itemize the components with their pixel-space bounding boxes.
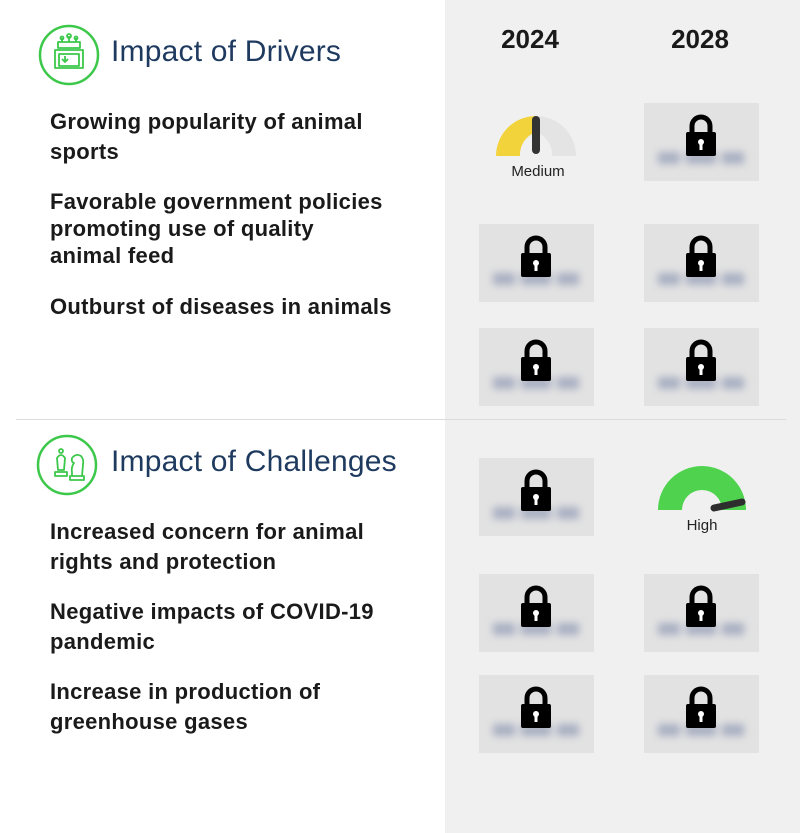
challenge-item: Negative impacts of COVID-19 pandemic: [50, 599, 374, 654]
locked-rating[interactable]: [644, 224, 759, 302]
medium-gauge: Medium: [488, 110, 588, 190]
high-gauge: High: [652, 462, 752, 542]
medium-label: Medium: [511, 163, 565, 180]
locked-rating[interactable]: [479, 224, 594, 302]
locked-rating[interactable]: [644, 103, 759, 181]
locked-rating[interactable]: [644, 574, 759, 652]
locked-rating[interactable]: [644, 328, 759, 406]
year-2028-header: 2028: [671, 24, 729, 54]
lock-icon: [686, 339, 716, 381]
driver-item: Outburst of diseases in animals: [50, 294, 392, 319]
locked-rating[interactable]: [479, 574, 594, 652]
locked-rating[interactable]: [644, 675, 759, 753]
lock-icon: [686, 585, 716, 627]
lock-icon: [686, 235, 716, 277]
lock-icon: [521, 469, 551, 511]
locked-rating[interactable]: [479, 458, 594, 536]
lock-icon: [686, 114, 716, 156]
lock-icon: [521, 339, 551, 381]
challenges-title: Impact of Challenges: [111, 445, 397, 478]
locked-rating[interactable]: [479, 675, 594, 753]
drivers-title: Impact of Drivers: [111, 35, 342, 68]
year-2024-header: 2024: [501, 24, 559, 54]
driver-item: Favorable government policies promoting …: [50, 189, 383, 268]
challenge-item: Increase in production of greenhouse gas…: [50, 679, 321, 734]
high-label: High: [686, 517, 718, 534]
factory-icon: [38, 24, 100, 86]
section-divider: [16, 419, 786, 420]
challenge-item: Increased concern for animal rights and …: [50, 519, 365, 574]
lock-icon: [521, 686, 551, 728]
locked-rating[interactable]: [479, 328, 594, 406]
chess-icon: [36, 434, 98, 496]
lock-icon: [686, 686, 716, 728]
lock-icon: [521, 585, 551, 627]
lock-icon: [521, 235, 551, 277]
driver-item: Growing popularity of animal sports: [50, 109, 363, 164]
